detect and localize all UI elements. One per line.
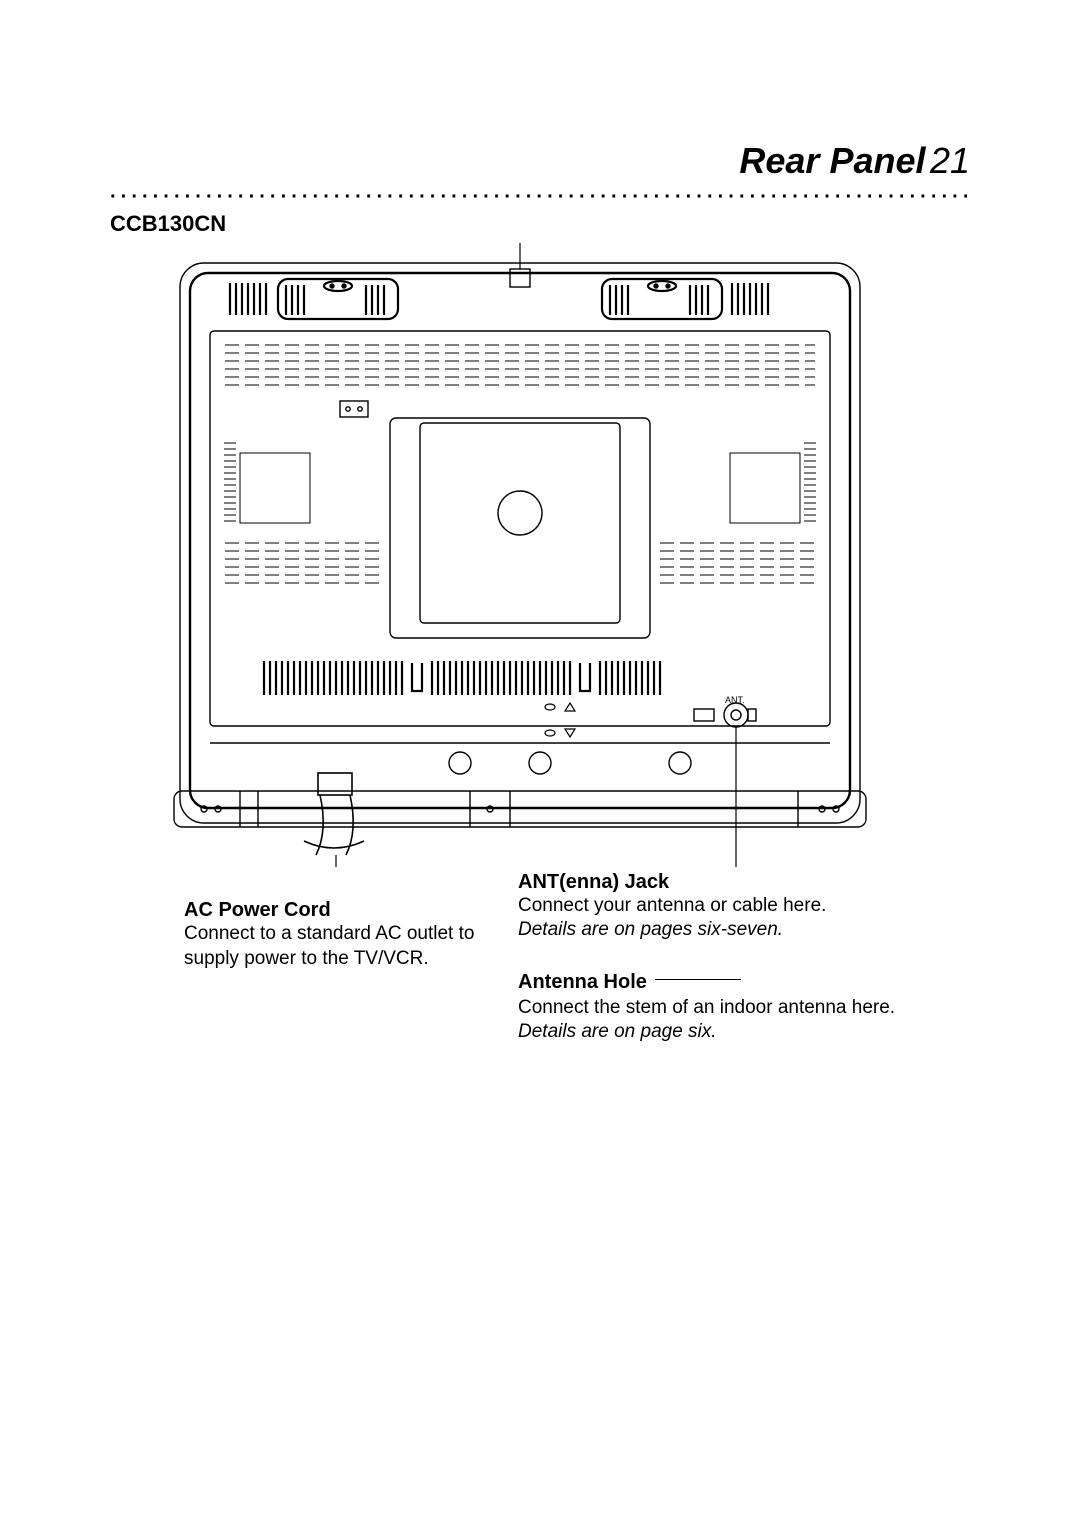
dotted-rule: ········································…	[110, 186, 970, 209]
callout-ant-jack: ANT(enna) Jack Connect your antenna or c…	[518, 871, 918, 941]
tv-rear-svg: ANT.	[170, 243, 870, 867]
callout-right-column: ANT(enna) Jack Connect your antenna or c…	[518, 871, 918, 1045]
model-label: CCB130CN	[110, 211, 970, 237]
page-number: 21	[930, 140, 970, 181]
rear-panel-diagram: ANT.	[110, 243, 970, 873]
ant-hole-heading: Antenna Hole	[518, 971, 647, 993]
ant-jack-detail: Details are on pages six-seven.	[518, 919, 918, 941]
page-title: Rear Panel	[739, 140, 925, 181]
ant-hole-leader	[655, 979, 741, 980]
ac-heading: AC Power Cord	[184, 899, 534, 922]
ant-hole-detail: Details are on page six.	[518, 1021, 717, 1042]
ant-hole-text: Connect the stem of an indoor antenna he…	[518, 997, 895, 1018]
manual-page: Rear Panel 21 ··························…	[0, 0, 1080, 1528]
ant-jack-text: Connect your antenna or cable here.	[518, 894, 918, 919]
ant-jack-heading: ANT(enna) Jack	[518, 871, 918, 894]
callout-ant-hole: Antenna Hole Connect the stem of an indo…	[518, 971, 918, 1045]
page-header: Rear Panel 21	[110, 140, 970, 182]
ac-text: Connect to a standard AC outlet to suppl…	[184, 922, 534, 971]
callout-ac-power: AC Power Cord Connect to a standard AC o…	[184, 899, 534, 971]
